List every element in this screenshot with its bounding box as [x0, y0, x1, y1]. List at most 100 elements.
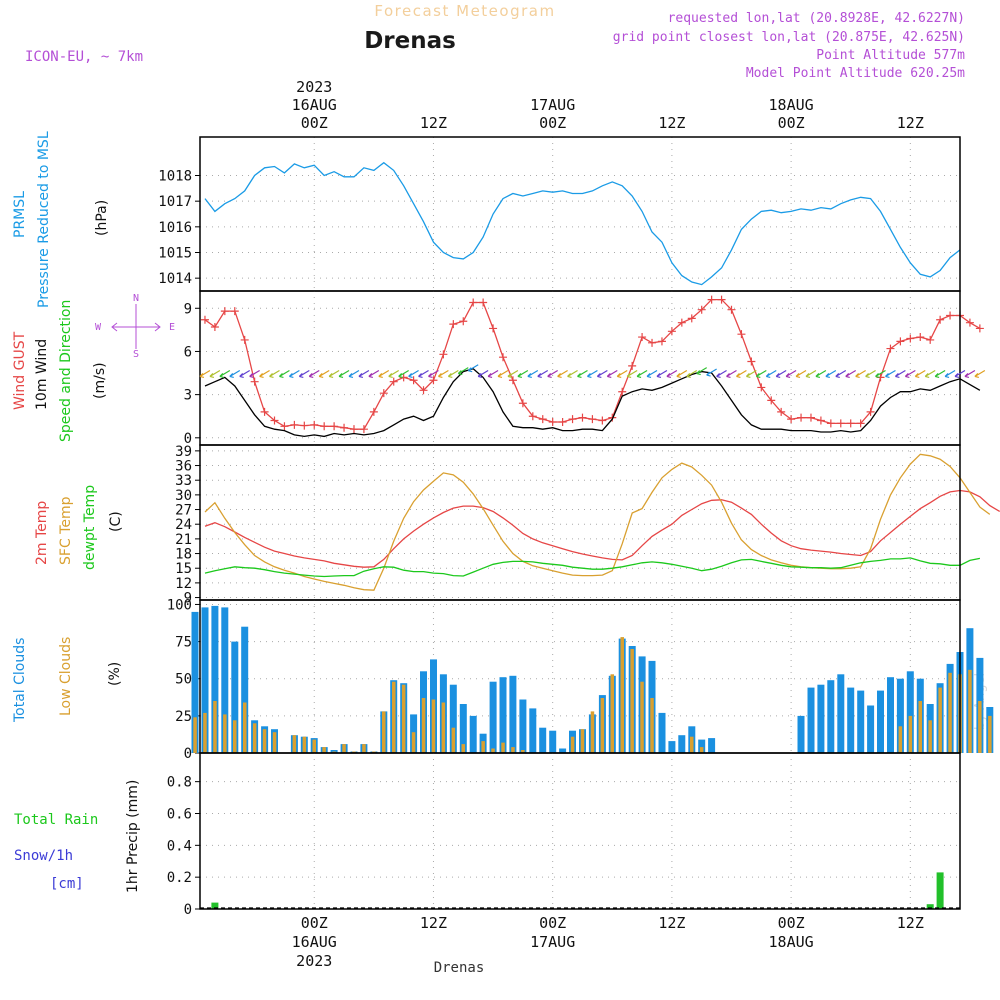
- wind-arrow: [616, 369, 628, 379]
- clouds-ytick-label: 75: [175, 635, 192, 651]
- low_clouds-bar: [342, 744, 346, 753]
- clouds-ytick-label: 0: [184, 746, 192, 762]
- gust-marker: [906, 334, 915, 343]
- low_clouds-bar: [928, 720, 932, 753]
- wind-arrow: [229, 369, 241, 379]
- wind-arrow: [338, 369, 350, 379]
- precip-unit: 1hr Precip (mm): [125, 780, 141, 893]
- precip-ytick-label: 0.4: [167, 838, 192, 854]
- total_clouds-bar: [231, 641, 239, 753]
- low_clouds-bar: [392, 681, 396, 753]
- temperature-ytick-label: 36: [175, 459, 192, 475]
- wind-arrow: [368, 369, 380, 379]
- cloud-unit: (%): [107, 662, 123, 686]
- low_clouds-bar: [640, 681, 644, 753]
- wind-line: [204, 367, 981, 438]
- gust-marker: [965, 318, 974, 327]
- gust-line: [204, 298, 981, 430]
- compass-rose: N W E S: [95, 293, 175, 360]
- top-day-label: 16AUG: [292, 96, 337, 114]
- wind-arrow: [249, 369, 260, 379]
- rain-bar: [936, 872, 944, 909]
- wind-arrow: [259, 369, 270, 379]
- low_clouds-bar: [650, 698, 654, 753]
- x-axis: 00Z16AUG202300Z16AUG202312Z12Z00Z17AUG00…: [292, 78, 924, 970]
- bottom-day-label: 18AUG: [769, 933, 814, 951]
- bottom-day-label: 16AUG: [292, 933, 337, 951]
- low_clouds-bar: [690, 736, 694, 753]
- low_clouds-bar: [938, 687, 942, 753]
- wind-arrow: [388, 369, 400, 379]
- gust-marker: [797, 413, 806, 422]
- wind-arrow: [964, 369, 976, 379]
- wind-arrow: [775, 369, 787, 379]
- total_clouds-bar: [668, 741, 676, 753]
- pressure-ytick-label: 1018: [158, 169, 192, 185]
- gust-marker: [886, 344, 895, 353]
- wind-arrow: [378, 369, 390, 379]
- precip-ytick-label: 0.8: [167, 775, 192, 791]
- gust-marker: [936, 315, 945, 324]
- temperature-frame: [199, 444, 961, 601]
- total_clouds-bar: [827, 680, 835, 753]
- gust-marker: [260, 407, 269, 416]
- low_clouds-bar: [580, 729, 585, 753]
- wind-arrow: [596, 369, 608, 379]
- low_clouds-bar: [590, 711, 595, 753]
- top-tick-label: 12Z: [897, 114, 924, 132]
- gust-marker: [538, 415, 547, 424]
- point-altitude: Point Altitude 577m: [816, 48, 965, 63]
- low_clouds-bar: [908, 715, 913, 753]
- bottom-tick-label: 00Z: [301, 914, 328, 932]
- total_clouds-bar: [698, 739, 706, 753]
- wind-arrow: [944, 369, 956, 379]
- wind-arrow: [517, 369, 529, 379]
- panel-pressure: 1014 1015 1016 1017 1018: [158, 136, 961, 292]
- wind-arrow: [557, 369, 568, 379]
- wind-arrow: [418, 369, 429, 379]
- total_clouds-bar: [708, 738, 716, 753]
- gust-marker: [459, 317, 468, 326]
- temperature-ytick-label: 24: [175, 517, 192, 533]
- low_clouds-bar: [898, 726, 903, 753]
- gust-marker: [439, 350, 448, 359]
- total_clouds-bar: [678, 735, 686, 753]
- wind-arrow: [885, 369, 896, 379]
- low_clouds-bar: [292, 735, 297, 753]
- wind-arrow: [497, 369, 509, 379]
- gust-marker: [320, 422, 329, 431]
- gust-marker: [747, 357, 756, 366]
- top-tick-label: 12Z: [420, 114, 447, 132]
- low_clouds-bar: [213, 701, 217, 753]
- total_clouds-bar: [519, 699, 527, 753]
- bottom-year-label: 2023: [296, 952, 332, 970]
- low_clouds-bar: [401, 684, 406, 753]
- gust-marker: [628, 361, 637, 370]
- low_clouds-bar: [521, 750, 525, 753]
- gust-marker: [757, 383, 766, 392]
- gust-marker: [429, 376, 438, 385]
- temp-unit: (C): [108, 511, 124, 532]
- gust-marker: [240, 335, 249, 344]
- wind-arrow: [835, 369, 847, 379]
- rain-bar: [926, 904, 934, 909]
- wind-arrow: [537, 369, 549, 379]
- gust-marker: [657, 337, 666, 346]
- total_clouds-bar: [211, 605, 219, 753]
- gust-marker: [230, 307, 239, 316]
- low_clouds-bar: [451, 727, 456, 753]
- gust-marker: [737, 330, 746, 339]
- low_clouds-bar: [610, 674, 614, 753]
- wind-arrow: [527, 369, 539, 379]
- gust-marker: [499, 353, 508, 362]
- low_clouds-bar: [252, 723, 257, 753]
- total_clouds-bar: [877, 690, 884, 753]
- gust-marker: [419, 386, 428, 395]
- low_clouds-bar: [600, 698, 605, 753]
- low_clouds-bar: [272, 732, 277, 753]
- total_clouds-bar: [797, 715, 805, 753]
- gust-marker: [489, 324, 498, 333]
- gust-marker: [697, 305, 706, 314]
- total_clouds-bar: [857, 690, 865, 753]
